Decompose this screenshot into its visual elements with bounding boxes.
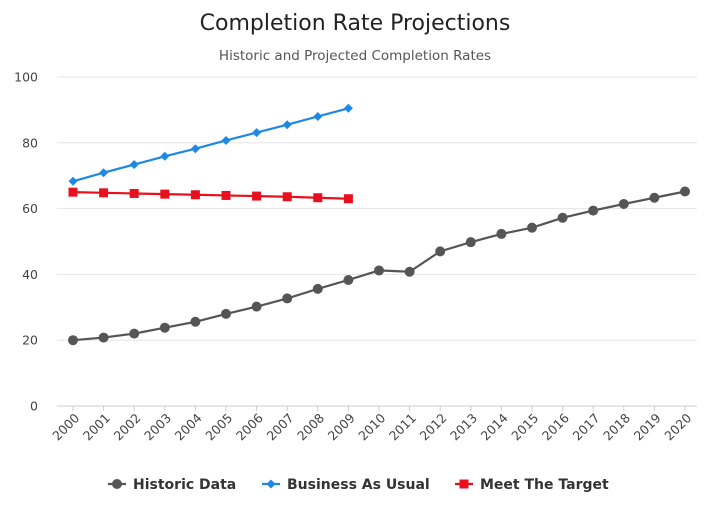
data-point-business-as-usual[interactable] (252, 128, 262, 138)
chart-title: Completion Rate Projections (200, 11, 511, 36)
data-point-meet-the-target[interactable] (343, 194, 353, 204)
x-tick-label: 2011 (386, 410, 419, 443)
data-point-historic-data[interactable] (465, 237, 476, 248)
x-tick-label: 2007 (263, 410, 296, 443)
data-point-historic-data[interactable] (496, 228, 507, 239)
data-point-meet-the-target[interactable] (68, 187, 78, 197)
data-point-historic-data[interactable] (557, 212, 568, 223)
data-point-historic-data[interactable] (159, 322, 170, 333)
legend-label-historic-data: Historic Data (133, 477, 236, 493)
legend-label-meet-the-target: Meet The Target (480, 477, 609, 493)
data-point-historic-data[interactable] (435, 246, 446, 257)
x-tick-label: 2009 (325, 410, 358, 443)
x-tick-label: 2002 (110, 410, 143, 443)
data-point-historic-data[interactable] (404, 266, 415, 277)
x-tick-label: 2014 (478, 410, 511, 443)
x-tick-label: 2017 (569, 410, 602, 443)
data-point-historic-data[interactable] (282, 293, 293, 304)
plot-area (68, 103, 690, 346)
x-tick-label: 2019 (631, 410, 664, 443)
x-tick-label: 2015 (508, 410, 541, 443)
data-point-historic-data[interactable] (527, 222, 537, 233)
data-point-meet-the-target[interactable] (221, 190, 231, 200)
y-tick-label: 20 (22, 333, 38, 348)
data-point-meet-the-target[interactable] (282, 192, 292, 202)
y-axis: 0 20 40 60 80 100 (14, 70, 38, 414)
x-tick-label: 2012 (416, 410, 449, 443)
legend-label-business-as-usual: Business As Usual (287, 477, 430, 493)
x-tick-label: 2018 (600, 410, 633, 443)
legend-item-historic-data[interactable]: Historic Data (108, 477, 236, 493)
series-line-meet-the-target (71, 191, 350, 200)
y-tick-label: 100 (14, 70, 38, 85)
legend-marker-historic-data (112, 479, 122, 489)
data-point-meet-the-target[interactable] (99, 188, 109, 198)
legend-item-meet-the-target[interactable]: Meet The Target (455, 477, 609, 493)
data-point-historic-data[interactable] (374, 265, 384, 276)
data-point-historic-data[interactable] (129, 328, 140, 339)
legend: Historic Data Business As Usual Meet The T… (108, 477, 609, 493)
x-tick-label: 2001 (80, 410, 113, 443)
data-point-historic-data[interactable] (343, 274, 354, 285)
data-point-business-as-usual[interactable] (129, 160, 139, 170)
data-point-historic-data[interactable] (649, 192, 660, 203)
data-point-meet-the-target[interactable] (313, 193, 323, 203)
data-point-business-as-usual[interactable] (282, 120, 292, 130)
data-point-historic-data[interactable] (251, 301, 262, 312)
legend-item-business-as-usual[interactable]: Business As Usual (262, 477, 430, 493)
data-point-historic-data[interactable] (98, 332, 109, 343)
data-point-business-as-usual[interactable] (68, 176, 78, 186)
x-tick-label: 2006 (233, 410, 266, 443)
y-tick-label: 40 (22, 267, 38, 282)
x-tick-label: 2000 (49, 410, 82, 443)
data-point-meet-the-target[interactable] (129, 188, 139, 198)
data-point-historic-data[interactable] (68, 335, 78, 346)
x-tick-label: 2004 (172, 410, 205, 443)
series-business-as-usual (68, 103, 353, 186)
data-point-business-as-usual[interactable] (313, 111, 323, 121)
data-point-historic-data[interactable] (190, 316, 201, 327)
data-point-historic-data[interactable] (588, 205, 599, 216)
series-historic-data (68, 186, 690, 346)
chart-subtitle: Historic and Projected Completion Rates (219, 48, 491, 64)
x-tick-label: 2016 (539, 410, 572, 443)
data-point-business-as-usual[interactable] (221, 135, 231, 145)
y-tick-label: 80 (22, 135, 38, 150)
grid-lines (57, 76, 697, 407)
data-point-historic-data[interactable] (618, 198, 629, 209)
data-point-meet-the-target[interactable] (190, 190, 200, 200)
data-point-historic-data[interactable] (221, 308, 231, 319)
legend-marker-business-as-usual (266, 479, 276, 489)
series-meet-the-target (68, 187, 353, 204)
data-point-business-as-usual[interactable] (160, 151, 170, 161)
data-point-business-as-usual[interactable] (190, 144, 200, 154)
x-tick-label: 2008 (294, 410, 327, 443)
x-tick-label: 2003 (141, 410, 174, 443)
y-tick-label: 0 (30, 399, 38, 414)
data-point-meet-the-target[interactable] (160, 189, 170, 199)
x-tick-label: 2020 (661, 410, 694, 443)
x-tick-label: 2013 (447, 410, 480, 443)
data-point-business-as-usual[interactable] (343, 103, 353, 113)
series-line-business-as-usual (71, 107, 350, 183)
legend-marker-meet-the-target (459, 479, 469, 489)
x-tick-label: 2010 (355, 410, 388, 443)
data-point-historic-data[interactable] (680, 186, 690, 197)
data-point-historic-data[interactable] (312, 283, 323, 294)
x-tick-label: 2005 (202, 410, 235, 443)
data-point-business-as-usual[interactable] (99, 168, 109, 178)
data-point-meet-the-target[interactable] (252, 191, 262, 201)
y-tick-label: 60 (22, 201, 38, 216)
x-axis: 2000200120022003200420052006200720082009… (49, 406, 694, 443)
